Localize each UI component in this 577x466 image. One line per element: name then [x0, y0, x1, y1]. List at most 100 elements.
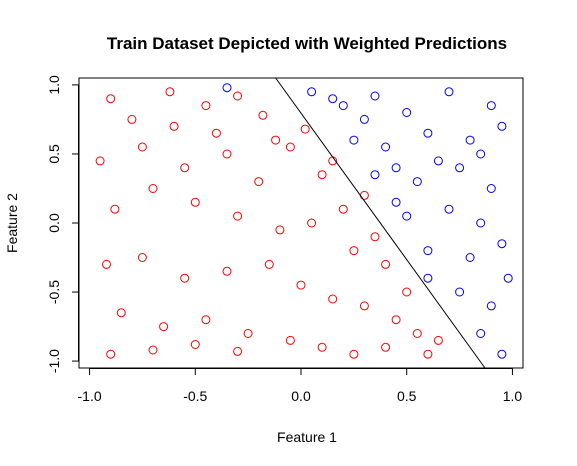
blue-point: [465, 135, 475, 145]
red-point: [233, 346, 243, 356]
blue-point: [402, 108, 412, 117]
red-point: [148, 184, 158, 193]
red-point: [102, 259, 111, 269]
blue-point: [307, 87, 317, 97]
red-point: [296, 280, 306, 290]
red-point: [307, 218, 317, 228]
red-point: [317, 170, 327, 180]
blue-point: [465, 253, 475, 262]
red-point: [285, 335, 295, 345]
red-point: [222, 266, 232, 276]
x-tick-label: 1.0: [503, 388, 523, 404]
red-point: [433, 335, 443, 345]
red-point: [328, 294, 338, 304]
y-axis-label: Feature 2: [4, 193, 20, 253]
red-point: [349, 349, 359, 359]
red-point: [300, 124, 310, 134]
blue-point: [222, 83, 232, 93]
red-point: [148, 345, 158, 355]
blue-point: [370, 170, 380, 180]
blue-point: [328, 94, 338, 104]
x-axis-label: Feature 1: [277, 429, 337, 445]
y-tick-label: 1.0: [46, 75, 62, 95]
red-point: [258, 110, 268, 120]
y-tick-label: -1.0: [46, 349, 62, 373]
y-tick-label: -0.5: [46, 280, 62, 304]
red-point: [159, 322, 169, 332]
red-point: [106, 349, 116, 359]
red-point: [180, 163, 190, 173]
red-point: [285, 142, 295, 152]
red-point: [137, 253, 147, 262]
red-point: [412, 329, 422, 338]
red-point: [127, 114, 137, 124]
red-point: [233, 91, 243, 101]
x-tick-label: 0.0: [291, 388, 311, 404]
blue-point: [423, 246, 433, 256]
blue-point: [349, 135, 359, 145]
blue-point: [455, 287, 465, 297]
red-point: [106, 94, 116, 104]
red-point: [95, 156, 105, 166]
red-point: [243, 329, 253, 338]
x-tick-label: 0.5: [397, 388, 417, 404]
red-point: [110, 204, 120, 214]
blue-point: [423, 273, 433, 283]
blue-point: [455, 163, 465, 173]
blue-point: [402, 211, 412, 221]
red-point: [222, 149, 232, 159]
decision-boundary-line: [275, 77, 486, 369]
blue-point: [391, 197, 401, 207]
red-point: [391, 315, 401, 325]
red-point: [271, 135, 281, 145]
red-point: [190, 197, 200, 207]
blue-point: [391, 163, 401, 173]
red-point: [317, 342, 327, 352]
x-axis: -1.0 -0.5 0.0 0.5 1.0: [78, 368, 523, 404]
red-point: [254, 177, 264, 187]
blue-point: [423, 128, 433, 138]
red-point: [169, 121, 179, 131]
x-tick-label: -1.0: [78, 388, 102, 404]
red-point: [180, 273, 190, 283]
blue-point: [476, 218, 486, 228]
points-layer: [95, 83, 513, 359]
red-point: [381, 259, 391, 269]
blue-point: [338, 101, 348, 111]
red-point: [349, 246, 359, 256]
blue-point: [444, 204, 454, 214]
blue-point: [486, 184, 496, 193]
y-tick-label: 0.0: [46, 213, 62, 233]
blue-point: [476, 149, 486, 159]
x-tick-label: -0.5: [183, 388, 207, 404]
blue-point: [486, 301, 496, 311]
y-axis: -1.0 -0.5 0.0 0.5 1.0: [46, 75, 79, 373]
red-point: [370, 232, 380, 242]
blue-point: [433, 156, 443, 166]
red-point: [264, 259, 274, 269]
red-point: [137, 142, 147, 152]
blue-point: [444, 87, 454, 97]
red-point: [275, 225, 285, 235]
red-point: [402, 287, 412, 297]
red-point: [423, 349, 433, 359]
y-tick-label: 0.5: [46, 144, 62, 164]
blue-point: [381, 142, 391, 152]
chart-title: Train Dataset Depicted with Weighted Pre…: [107, 34, 507, 53]
red-point: [233, 211, 243, 221]
red-point: [338, 204, 348, 214]
blue-point: [497, 239, 507, 249]
blue-point: [359, 114, 369, 124]
red-point: [201, 315, 211, 325]
plot-frame: [78, 77, 524, 369]
red-point: [359, 301, 369, 311]
red-point: [116, 308, 126, 318]
red-point: [359, 190, 369, 200]
blue-point: [503, 273, 513, 283]
blue-point: [412, 177, 422, 187]
red-point: [201, 101, 211, 111]
red-point: [190, 340, 200, 349]
red-point: [381, 342, 391, 352]
red-point: [165, 87, 175, 97]
